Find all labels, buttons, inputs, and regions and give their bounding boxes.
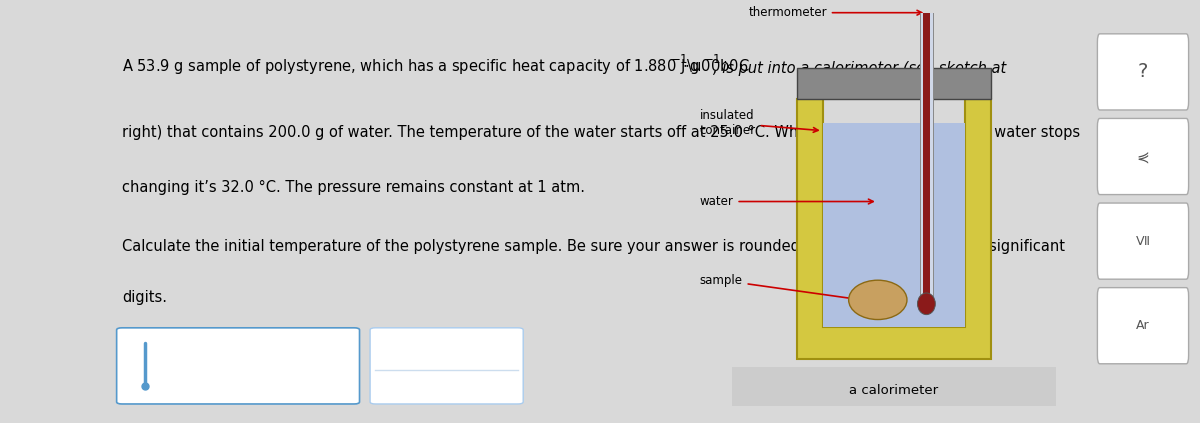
Ellipse shape: [918, 293, 935, 315]
Text: , is put into a calorimeter (see sketch at: , is put into a calorimeter (see sketch …: [713, 61, 1007, 76]
Polygon shape: [797, 99, 991, 359]
Polygon shape: [920, 0, 932, 296]
Text: Calculate the initial temperature of the polystyrene sample. Be sure your answer: Calculate the initial temperature of the…: [122, 239, 1064, 254]
Text: x10: x10: [400, 351, 413, 357]
FancyBboxPatch shape: [1098, 34, 1188, 110]
Text: Ⅶ: Ⅶ: [1136, 235, 1150, 247]
Text: □: □: [392, 346, 406, 360]
Text: □: □: [409, 344, 418, 354]
Text: ?: ?: [1138, 63, 1148, 81]
FancyBboxPatch shape: [1098, 288, 1188, 364]
FancyBboxPatch shape: [684, 367, 1104, 414]
Text: sample: sample: [700, 274, 857, 301]
Text: ↺: ↺: [474, 376, 488, 394]
Text: changing it’s 32.0 °C. The pressure remains constant at 1 atm.: changing it’s 32.0 °C. The pressure rema…: [122, 180, 584, 195]
FancyBboxPatch shape: [370, 328, 523, 404]
Polygon shape: [923, 5, 930, 296]
Polygon shape: [797, 68, 991, 99]
Text: thermometer: thermometer: [749, 6, 922, 19]
Text: A 53.9 g sample of polystyrene, which has a specific heat capacity of 1.880 J$\c: A 53.9 g sample of polystyrene, which ha…: [122, 57, 698, 76]
Text: ⋞: ⋞: [1136, 149, 1150, 164]
FancyBboxPatch shape: [116, 328, 360, 404]
Text: water: water: [700, 195, 874, 208]
Ellipse shape: [848, 280, 907, 319]
Text: $-1$: $-1$: [670, 52, 689, 66]
Text: insulated
container: insulated container: [700, 109, 818, 137]
Text: °C: °C: [162, 358, 181, 374]
Text: digits.: digits.: [122, 290, 167, 305]
Text: Ar: Ar: [1136, 319, 1150, 332]
Text: right) that contains 200.0 g of water. The temperature of the water starts off a: right) that contains 200.0 g of water. T…: [122, 125, 1080, 140]
Text: a calorimeter: a calorimeter: [850, 384, 938, 397]
Text: $-1$: $-1$: [703, 52, 721, 66]
FancyBboxPatch shape: [1098, 203, 1188, 279]
Polygon shape: [823, 123, 965, 327]
Text: ×: ×: [410, 376, 425, 394]
FancyBboxPatch shape: [1098, 118, 1188, 195]
Text: $\cdot$\u00b0C: $\cdot$\u00b0C: [682, 57, 749, 74]
